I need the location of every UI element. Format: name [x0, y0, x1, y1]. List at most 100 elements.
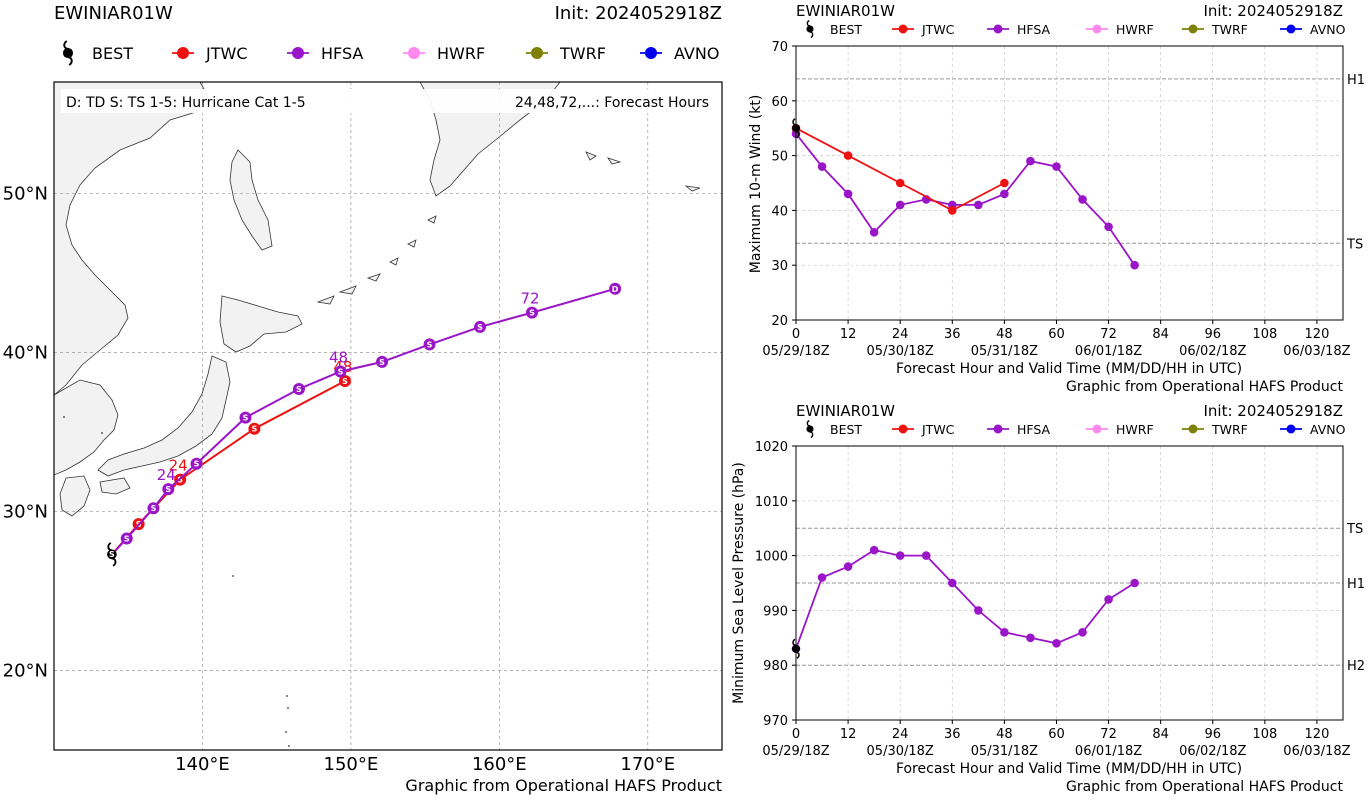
date-label: 06/01/18Z — [1075, 744, 1142, 759]
track-symbol-hfsa: S — [338, 367, 344, 376]
lat-tick-label: 20°N — [3, 660, 48, 681]
series-point-hfsa — [974, 606, 983, 615]
wind-credit: Graphic from Operational HAFS Product — [1066, 379, 1344, 395]
threshold-label-h1: H1 — [1347, 577, 1365, 592]
legend-label-best: BEST — [830, 22, 862, 37]
legend-item-twrf: TWRF — [1182, 422, 1248, 437]
wind-legend: BEST JTWC HFSA HWRF TWRF AVNO — [806, 19, 1346, 39]
legend-label-hfsa: HFSA — [321, 44, 363, 63]
track-point-hfsa — [423, 338, 436, 351]
legend-item-hwrf: HWRF — [1086, 22, 1154, 37]
wind-storm-name: EWINIAR01W — [796, 2, 895, 20]
date-label: 05/29/18Z — [762, 744, 829, 759]
threshold-label-ts: TS — [1346, 522, 1363, 537]
land-hokkaido — [219, 295, 303, 353]
forecast-hour-label-hfsa: 24 — [157, 466, 176, 484]
x-tick-label: 120 — [1305, 727, 1330, 742]
y-tick-label: 50 — [771, 150, 788, 165]
x-tick-label: 108 — [1252, 327, 1277, 342]
track-symbol-hfsa: D — [612, 285, 619, 294]
legend-label-hwrf: HWRF — [1116, 422, 1154, 437]
series-point-jtwc — [895, 178, 905, 188]
land-kyushu — [59, 475, 91, 517]
legend-marker-twrf — [531, 47, 543, 59]
date-label: 05/30/18Z — [867, 344, 934, 359]
pres-init-time: Init: 2024052918Z — [1203, 402, 1343, 420]
y-tick-label: 970 — [763, 714, 788, 729]
series-point-hfsa — [895, 551, 905, 560]
series-point-jtwc — [843, 151, 853, 160]
series-point-hfsa — [947, 578, 957, 588]
wind-chart-panel: EWINIAR01W Init: 2024052918Z BEST JTWC HFS… — [748, 2, 1365, 395]
legend-marker-hfsa — [993, 24, 1003, 34]
x-tick-label: 48 — [996, 327, 1013, 342]
date-label: 05/29/18Z — [762, 344, 829, 359]
pressure-chart-panel: EWINIAR01W Init: 2024052918Z BEST JTWC HFS… — [731, 402, 1365, 795]
legend-item-hfsa: HFSA — [987, 422, 1051, 437]
forecast-hour-label-hfsa: 72 — [520, 290, 539, 308]
land-korea — [54, 379, 119, 476]
pres-legend: BEST JTWC HFSA HWRF TWRF AVNO — [806, 419, 1346, 439]
legend-label-twrf: TWRF — [559, 44, 606, 63]
track-point-jtwc — [338, 375, 351, 388]
series-point-hfsa — [1026, 633, 1035, 643]
legend-marker-avno — [1286, 24, 1296, 34]
track-symbol-hfsa: S — [243, 414, 249, 423]
track-symbol-hfsa: S — [165, 485, 171, 494]
legend-item-avno: AVNO — [640, 44, 719, 63]
y-tick-label: 60 — [771, 95, 788, 110]
track-symbol-jtwc: S — [342, 377, 348, 386]
series-point-hfsa — [869, 545, 879, 555]
map-legend: BEST JTWC HFSA HWRF TWRF AVNO — [62, 40, 719, 66]
land-shikoku — [99, 477, 131, 495]
track-point-hfsa — [162, 483, 175, 496]
series-point-hfsa — [1130, 260, 1139, 270]
series-point-hfsa — [1000, 628, 1009, 637]
map-axis-ticks: 50°N 40°N 30°N 20°N 140°E 150°E 160°E 170°E — [3, 183, 676, 775]
date-label: 06/03/18Z — [1283, 744, 1350, 759]
series-point-hfsa — [921, 551, 931, 560]
legend-item-twrf: TWRF — [1182, 22, 1248, 37]
x-tick-label: 84 — [1152, 727, 1169, 742]
legend-label-avno: AVNO — [1310, 422, 1346, 437]
series-point-hfsa — [869, 228, 879, 237]
track-symbol-hfsa: S — [427, 340, 433, 349]
y-tick-label: 990 — [763, 604, 788, 619]
y-tick-label: 70 — [771, 40, 788, 55]
legend-label-jtwc: JTWC — [921, 22, 955, 37]
date-label: 06/02/18Z — [1179, 744, 1246, 759]
x-tick-label: 48 — [996, 727, 1013, 742]
legend-item-jtwc: JTWC — [892, 422, 955, 437]
map-key-box — [61, 89, 717, 113]
series-point-hfsa — [974, 200, 983, 210]
series-point-hfsa — [1052, 162, 1061, 171]
date-label: 05/31/18Z — [971, 744, 1038, 759]
wind-init-time: Init: 2024052918Z — [1203, 2, 1343, 20]
legend-item-hwrf: HWRF — [1086, 422, 1154, 437]
lat-tick-label: 40°N — [3, 342, 48, 363]
series-point-hfsa — [1078, 628, 1087, 637]
best-track-icon — [806, 19, 814, 39]
legend-label-hwrf: HWRF — [437, 44, 485, 63]
series-point-hfsa — [1130, 578, 1139, 588]
track-symbol-jtwc: S — [252, 425, 258, 434]
y-tick-label: 1000 — [755, 550, 788, 565]
legend-label-avno: AVNO — [1310, 22, 1346, 37]
pres-plot-area: 970 980 990 1000 1010 1020 0 12 24 36 48 60 72 84 96 10… — [755, 440, 1365, 759]
x-tick-label: 60 — [1048, 727, 1065, 742]
date-label: 05/30/18Z — [867, 744, 934, 759]
land-small-islands — [63, 416, 290, 747]
series-point-hfsa — [1026, 156, 1035, 166]
track-point-hfsa — [609, 282, 622, 295]
land-asia-mainland — [54, 82, 209, 396]
legend-item-hwrf: HWRF — [403, 44, 485, 63]
date-label: 05/31/18Z — [971, 344, 1038, 359]
date-label: 06/02/18Z — [1179, 344, 1246, 359]
track-point-hfsa — [239, 411, 252, 424]
legend-label-best: BEST — [830, 422, 862, 437]
track-point-hfsa — [334, 365, 347, 378]
legend-label-jtwc: JTWC — [921, 422, 955, 437]
wind-plot-area: 20 30 40 50 60 70 0 12 24 36 48 60 72 84 96 108 120 05/29… — [762, 40, 1365, 359]
wind-ylabel: Maximum 10-m Wind (kt) — [748, 95, 764, 274]
